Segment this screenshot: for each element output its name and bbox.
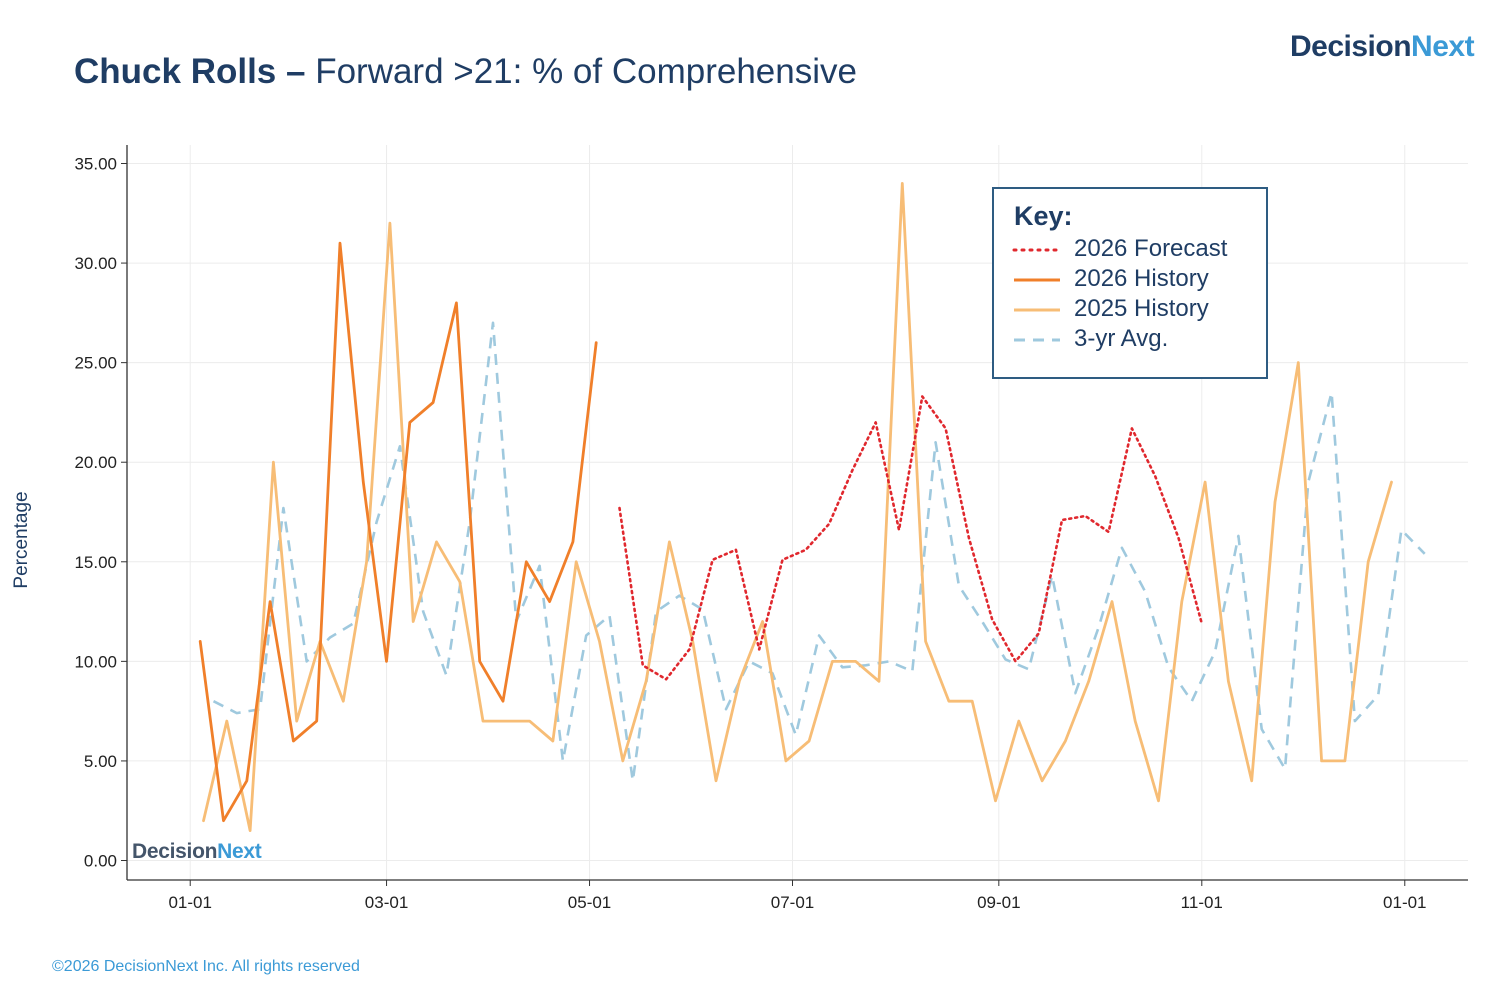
watermark-logo: DecisionNext bbox=[132, 840, 262, 864]
page-title: Chuck Rolls – Forward >21: % of Comprehe… bbox=[74, 52, 857, 92]
legend-label-2026-history: 2026 History bbox=[1074, 265, 1209, 292]
x-tick-label: 05-01 bbox=[568, 893, 611, 912]
brand-logo-accent: Next bbox=[1411, 30, 1475, 63]
series-2025-history bbox=[202, 182, 1393, 832]
legend-item-3yr-avg: 3-yr Avg. bbox=[1012, 325, 1262, 355]
legend-swatch-2025-history bbox=[1014, 308, 1060, 312]
chart-series bbox=[198, 182, 1426, 832]
legend-item-2026-history: 2026 History bbox=[1012, 265, 1262, 295]
y-tick-label: 15.00 bbox=[74, 553, 117, 572]
legend-swatch-3yr-avg bbox=[1014, 338, 1060, 342]
y-axis-label: Percentage bbox=[11, 491, 32, 589]
legend-swatch-2026-history bbox=[1014, 278, 1060, 282]
y-tick-label: 35.00 bbox=[74, 155, 117, 174]
legend-label-forecast: 2026 Forecast bbox=[1074, 235, 1228, 262]
title-dash: – bbox=[276, 52, 316, 91]
series-2026-forecast bbox=[618, 395, 1204, 681]
x-tick-label: 03-01 bbox=[365, 893, 408, 912]
y-tick-label: 10.00 bbox=[74, 652, 117, 671]
legend-item-2025-history: 2025 History bbox=[1012, 295, 1262, 325]
y-tick-label: 5.00 bbox=[84, 752, 117, 771]
series-2026-history bbox=[198, 241, 598, 823]
y-tick-label: 0.00 bbox=[84, 852, 117, 871]
brand-logo-main: Decision bbox=[1290, 30, 1412, 63]
legend-label-2025-history: 2025 History bbox=[1074, 295, 1209, 322]
watermark-logo-accent: Next bbox=[217, 840, 262, 863]
title-sub: Forward >21: % of Comprehensive bbox=[315, 52, 857, 91]
title-main: Chuck Rolls bbox=[74, 52, 277, 91]
legend-swatch-forecast bbox=[1012, 248, 1062, 252]
copyright-footer: ©2026 DecisionNext Inc. All rights reser… bbox=[52, 958, 360, 975]
y-tick-label: 30.00 bbox=[74, 254, 117, 273]
series-3yr-avg bbox=[212, 321, 1426, 783]
chart-axes: 0.00 5.00 10.00 15.00 20.00 25.00 30.00 35.00 01… bbox=[74, 145, 1468, 912]
chart-legend: Key: 2026 Forecast 2026 History 2025 His… bbox=[992, 187, 1268, 379]
brand-logo: DecisionNext bbox=[1290, 30, 1475, 64]
x-tick-label: 07-01 bbox=[771, 893, 814, 912]
legend-label-3yr-avg: 3-yr Avg. bbox=[1074, 325, 1169, 352]
y-tick-label: 25.00 bbox=[74, 354, 117, 373]
legend-title: Key: bbox=[1014, 201, 1073, 231]
x-tick-label: 11-01 bbox=[1181, 893, 1223, 912]
x-tick-label: 01-01 bbox=[1383, 893, 1426, 912]
y-tick-label: 20.00 bbox=[74, 453, 117, 472]
watermark-logo-main: Decision bbox=[132, 840, 218, 863]
x-tick-label: 09-01 bbox=[977, 893, 1020, 912]
legend-item-forecast: 2026 Forecast bbox=[1012, 235, 1262, 265]
x-tick-label: 01-01 bbox=[168, 893, 211, 912]
